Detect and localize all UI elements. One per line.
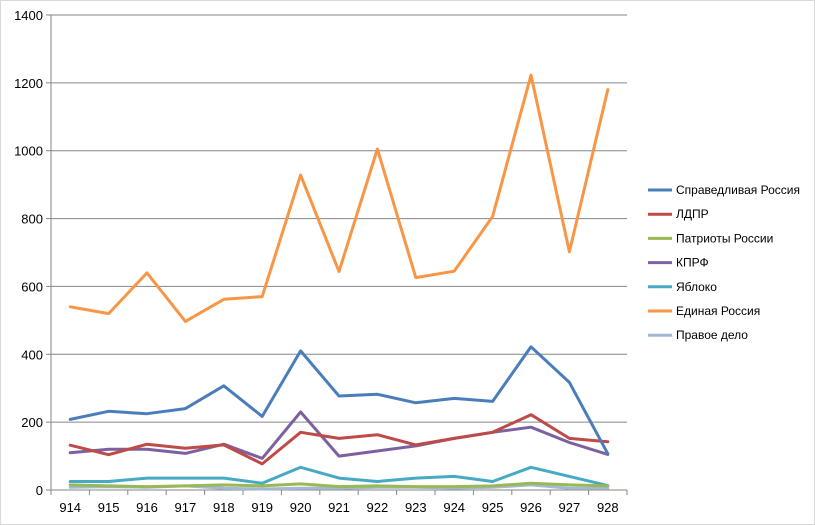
- legend-label: КПРФ: [676, 256, 709, 270]
- series-line-5: [68, 73, 610, 323]
- x-tick-labels: 914 915 916 917 918 919 920 921 922 923 924 925 926 9…: [59, 500, 618, 515]
- y-tick-label: 1200: [14, 76, 43, 91]
- x-tick-label: 923: [405, 500, 427, 515]
- y-tick-label: 800: [21, 212, 43, 227]
- y-tick-labels: 0 200 400 600 800 1000 1200 1400: [14, 8, 43, 498]
- legend-label: Яблоко: [676, 280, 717, 294]
- x-tick-label: 921: [328, 500, 350, 515]
- series-line-0: [68, 345, 610, 456]
- x-tick-label: 914: [59, 500, 81, 515]
- y-tick-label: 200: [21, 415, 43, 430]
- legend-item: Патриоты России: [648, 231, 773, 245]
- y-tick-label: 0: [36, 483, 43, 498]
- x-tick-label: 916: [136, 500, 158, 515]
- series-line-1: [68, 413, 610, 466]
- series-line-2: [68, 481, 610, 489]
- series-line-4: [68, 465, 610, 488]
- series-lines: [68, 73, 610, 491]
- x-tick-label: 926: [520, 500, 542, 515]
- legend-item: Единая Россия: [648, 304, 760, 318]
- y-tick-label: 1400: [14, 8, 43, 23]
- y-tick-label: 1000: [14, 144, 43, 159]
- legend-label: ЛДПР: [676, 207, 709, 221]
- legend-label: Правое дело: [676, 328, 748, 342]
- x-tick-label: 927: [559, 500, 581, 515]
- legend: Справедливая Россия ЛДПР Патриоты России КП…: [648, 183, 800, 342]
- legend-item: Правое дело: [648, 328, 748, 342]
- legend-item: КПРФ: [648, 256, 709, 270]
- x-tick-label: 920: [290, 500, 312, 515]
- x-tick-label: 922: [367, 500, 389, 515]
- series-line-3: [68, 410, 610, 460]
- legend-label: Патриоты России: [676, 231, 773, 245]
- y-tick-label: 600: [21, 279, 43, 294]
- legend-item: Яблоко: [648, 280, 717, 294]
- legend-item: Справедливая Россия: [648, 183, 800, 197]
- legend-label: Единая Россия: [676, 304, 760, 318]
- x-tick-label: 928: [597, 500, 619, 515]
- x-tick-label: 918: [213, 500, 235, 515]
- x-tick-label: 919: [251, 500, 273, 515]
- y-tick-label: 400: [21, 347, 43, 362]
- x-tick-label: 917: [175, 500, 197, 515]
- axes: [46, 14, 628, 495]
- legend-item: ЛДПР: [648, 207, 709, 221]
- legend-label: Справедливая Россия: [676, 183, 800, 197]
- x-tick-label: 924: [443, 500, 465, 515]
- x-tick-label: 915: [98, 500, 120, 515]
- x-tick-label: 925: [482, 500, 504, 515]
- gridlines: [51, 14, 627, 423]
